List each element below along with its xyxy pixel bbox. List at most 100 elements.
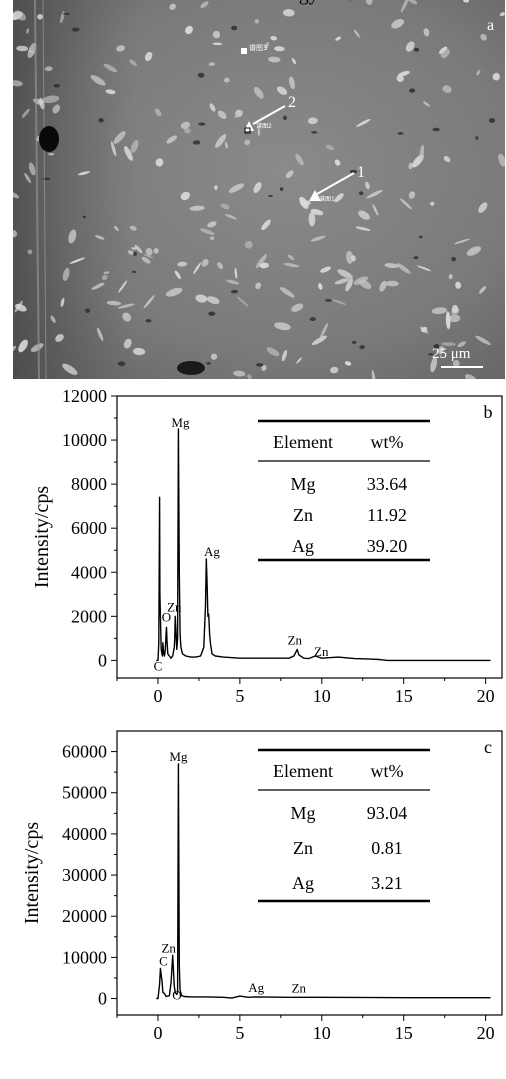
dark-spot xyxy=(71,27,80,32)
y-tick-label: 4000 xyxy=(71,562,107,582)
bright-precipitate xyxy=(423,28,430,37)
bright-precipitate xyxy=(356,118,371,127)
bright-precipitate xyxy=(318,283,323,290)
plot-frame xyxy=(116,395,503,679)
y-tick-label: 10000 xyxy=(62,430,107,450)
x-tick-label: 5 xyxy=(235,686,244,706)
bright-precipitate xyxy=(442,85,452,93)
bright-precipitate xyxy=(118,280,128,293)
bright-precipitate xyxy=(217,110,227,119)
bright-precipitate xyxy=(408,162,413,170)
table-cell-wt: 0.81 xyxy=(371,838,403,858)
peak-label: Zn xyxy=(288,632,303,647)
x-tick-label: 0 xyxy=(153,1023,162,1043)
bright-precipitate xyxy=(384,262,399,269)
bright-precipitate xyxy=(408,191,416,199)
bright-precipitate xyxy=(440,48,450,59)
dark-spot xyxy=(351,340,357,344)
spectrum-line xyxy=(156,763,491,1000)
dark-spot xyxy=(325,299,332,302)
bright-precipitate xyxy=(24,172,31,184)
bright-precipitate xyxy=(129,225,137,231)
bright-precipitate xyxy=(289,76,295,90)
bright-precipitate xyxy=(174,270,181,280)
bright-precipitate xyxy=(155,158,164,167)
bright-precipitate xyxy=(14,10,26,21)
bright-precipitate xyxy=(44,66,53,71)
bright-precipitate xyxy=(134,244,143,254)
bright-precipitate xyxy=(55,334,64,342)
peak-label: Ag xyxy=(248,980,264,995)
y-tick-label: 0 xyxy=(98,650,107,670)
bright-precipitate xyxy=(437,346,445,355)
bright-precipitate xyxy=(77,171,90,176)
bright-precipitate xyxy=(325,144,335,151)
dark-spot xyxy=(397,132,404,135)
bright-precipitate xyxy=(208,62,216,66)
dark-spot xyxy=(82,215,86,219)
bright-precipitate xyxy=(499,12,506,17)
bright-precipitate xyxy=(101,274,108,281)
bright-precipitate xyxy=(276,86,288,95)
table-cell-wt: 93.04 xyxy=(367,803,408,823)
bright-precipitate xyxy=(177,261,188,267)
bright-precipitate xyxy=(416,265,432,272)
bright-precipitate xyxy=(209,236,215,240)
y-tick-label: 2000 xyxy=(71,606,107,626)
table-header-wt: wt% xyxy=(371,432,404,452)
x-tick-label: 10 xyxy=(313,686,331,706)
bright-precipitate xyxy=(217,262,224,270)
peak-label: O xyxy=(162,609,171,624)
bright-precipitate xyxy=(105,89,116,95)
arrow-2 xyxy=(252,105,286,125)
bright-precipitate xyxy=(353,29,360,38)
bright-precipitate xyxy=(476,70,481,76)
bright-precipitate xyxy=(132,347,146,356)
bright-precipitate xyxy=(224,214,237,220)
bright-precipitate xyxy=(334,159,341,166)
bright-precipitate xyxy=(274,322,291,331)
bright-precipitate xyxy=(255,254,267,269)
peak-label: Mg xyxy=(169,749,188,764)
panel-letter-a: a xyxy=(487,17,494,34)
bright-precipitate xyxy=(212,30,221,39)
y-tick-label: 8000 xyxy=(71,474,107,494)
bright-precipitate xyxy=(480,33,487,41)
dark-spot xyxy=(230,289,239,294)
bright-precipitate xyxy=(478,202,488,213)
bright-precipitate xyxy=(223,77,230,83)
bright-precipitate xyxy=(214,185,218,190)
bright-precipitate xyxy=(455,281,462,289)
x-tick-label: 20 xyxy=(477,686,495,706)
bright-precipitate xyxy=(310,208,324,216)
bright-precipitate xyxy=(131,247,137,250)
dark-spot xyxy=(62,12,71,15)
bright-precipitate xyxy=(261,364,267,371)
table-header-element: Element xyxy=(273,761,333,781)
bright-precipitate xyxy=(226,279,240,285)
bright-precipitate xyxy=(206,296,220,305)
bright-precipitate xyxy=(295,153,304,166)
peak-label: O xyxy=(172,988,181,1003)
y-tick-label: 40000 xyxy=(62,824,107,844)
composition-table: Element wt% Mg 93.04 Zn 0.81 Ag 3.21 xyxy=(258,748,430,903)
dark-spot xyxy=(475,136,479,140)
bright-precipitate xyxy=(264,42,270,49)
bright-precipitate xyxy=(210,353,218,360)
bright-precipitate xyxy=(479,285,487,294)
dark-spot xyxy=(283,115,288,121)
bright-precipitate xyxy=(268,56,281,63)
bright-precipitate xyxy=(448,314,461,323)
dark-spot xyxy=(145,319,152,323)
bright-precipitate xyxy=(143,253,154,259)
bright-precipitate xyxy=(62,267,70,282)
bright-precipitate xyxy=(405,0,418,5)
bright-precipitate xyxy=(335,36,342,41)
bright-precipitate xyxy=(320,266,331,273)
y-tick-label: 60000 xyxy=(62,742,107,762)
bright-precipitate xyxy=(165,287,183,297)
bright-precipitate xyxy=(430,201,435,206)
dark-spot xyxy=(132,270,137,273)
y-tick-label: 10000 xyxy=(62,947,107,967)
